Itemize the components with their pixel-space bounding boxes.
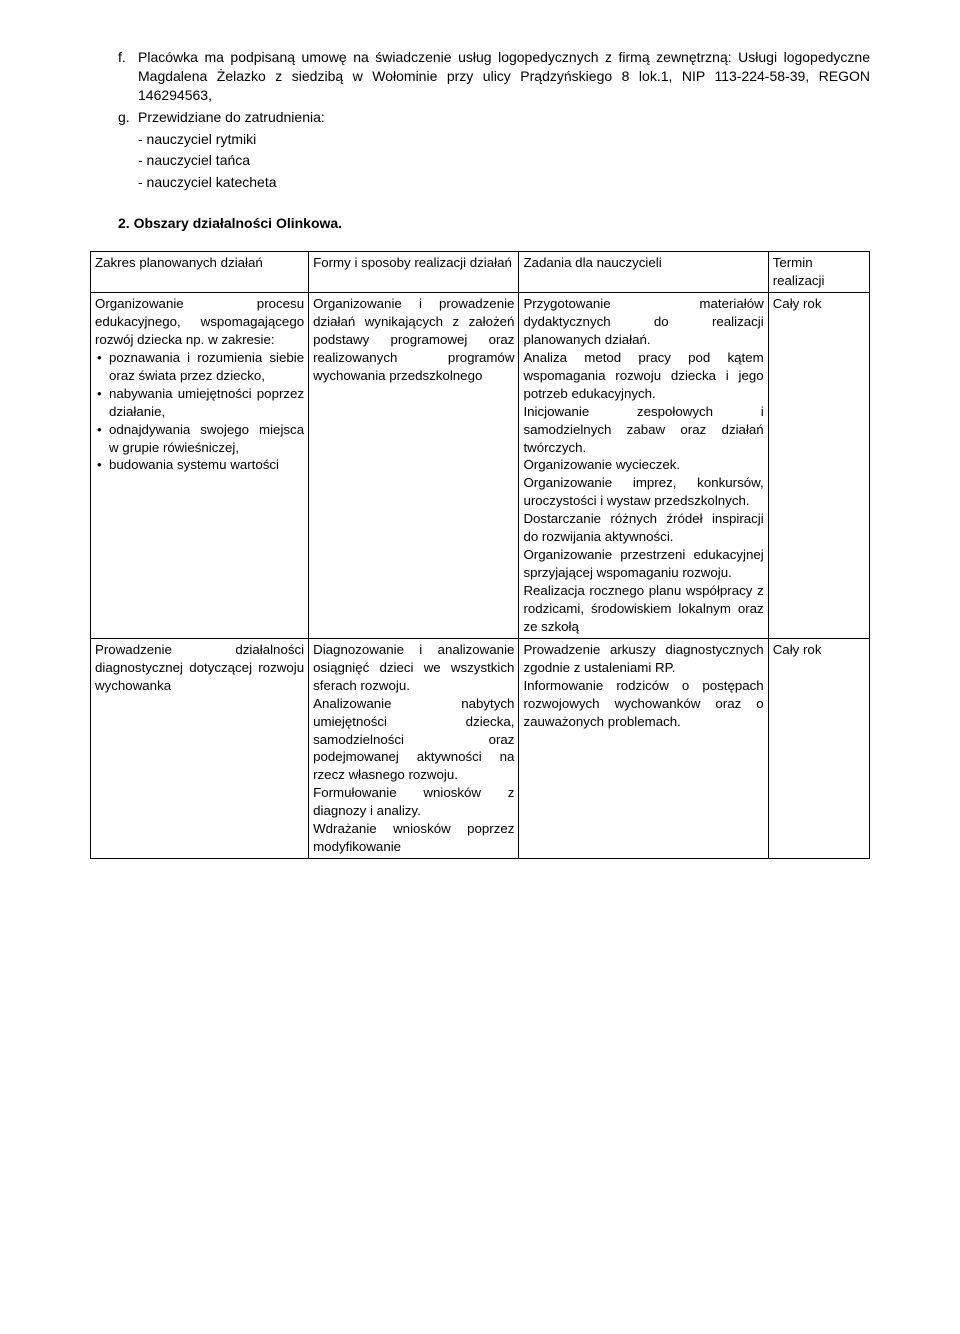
- row1-col3-text: Przygotowanie materiałów dydaktycznych d…: [523, 295, 763, 636]
- row1-bullet-4: budowania systemu wartości: [95, 456, 304, 474]
- item-f-text: Placówka ma podpisaną umowę na świadczen…: [138, 48, 870, 105]
- row2-col2: Diagnozowanie i analizowanie osiągnięć d…: [309, 638, 519, 858]
- row1-col2-text: Organizowanie i prowadzenie działań wyni…: [313, 295, 514, 385]
- row1-col1: Organizowanie procesu edukacyjnego, wspo…: [91, 293, 309, 639]
- header-col4: Termin realizacji: [768, 252, 869, 293]
- header-col2: Formy i sposoby realizacji działań: [309, 252, 519, 293]
- row1-col4: Cały rok: [768, 293, 869, 639]
- row2-col4: Cały rok: [768, 638, 869, 858]
- row1-bullet-1: poznawania i rozumienia siebie oraz świa…: [95, 349, 304, 385]
- row2-col1-text: Prowadzenie działalności diagnostycznej …: [95, 641, 304, 695]
- sub-item-2: - nauczyciel tańca: [90, 151, 870, 170]
- marker-f: f.: [118, 48, 138, 105]
- row2-col3-text: Prowadzenie arkuszy diagnostycznych zgod…: [523, 641, 763, 731]
- row2-col1: Prowadzenie działalności diagnostycznej …: [91, 638, 309, 858]
- row2-col2-text: Diagnozowanie i analizowanie osiągnięć d…: [313, 641, 514, 856]
- table-row: Organizowanie procesu edukacyjnego, wspo…: [91, 293, 870, 639]
- row1-col1-intro: Organizowanie procesu edukacyjnego, wspo…: [95, 295, 304, 349]
- header-col3: Zadania dla nauczycieli: [519, 252, 768, 293]
- header-col1: Zakres planowanych działań: [91, 252, 309, 293]
- activities-table: Zakres planowanych działań Formy i sposo…: [90, 251, 870, 859]
- row1-col2: Organizowanie i prowadzenie działań wyni…: [309, 293, 519, 639]
- table-row: Prowadzenie działalności diagnostycznej …: [91, 638, 870, 858]
- item-g-text: Przewidziane do zatrudnienia:: [138, 108, 870, 127]
- row1-bullet-2: nabywania umiejętności poprzez działanie…: [95, 385, 304, 421]
- sub-item-1: - nauczyciel rytmiki: [90, 130, 870, 149]
- intro-list: f. Placówka ma podpisaną umowę na świadc…: [90, 48, 870, 192]
- row2-col3: Prowadzenie arkuszy diagnostycznych zgod…: [519, 638, 768, 858]
- row1-col1-bullets: poznawania i rozumienia siebie oraz świa…: [95, 349, 304, 475]
- section-heading: 2. Obszary działalności Olinkowa.: [118, 214, 870, 233]
- row1-col3: Przygotowanie materiałów dydaktycznych d…: [519, 293, 768, 639]
- table-header-row: Zakres planowanych działań Formy i sposo…: [91, 252, 870, 293]
- intro-item-f: f. Placówka ma podpisaną umowę na świadc…: [90, 48, 870, 105]
- row1-bullet-3: odnajdywania swojego miejsca w grupie ró…: [95, 421, 304, 457]
- marker-g: g.: [118, 108, 138, 127]
- intro-item-g: g. Przewidziane do zatrudnienia:: [90, 108, 870, 127]
- sub-item-3: - nauczyciel katecheta: [90, 173, 870, 192]
